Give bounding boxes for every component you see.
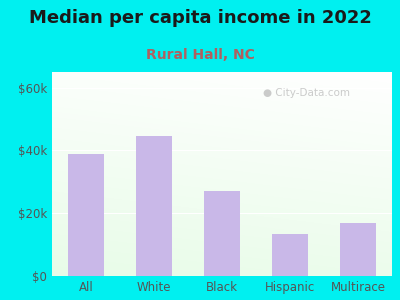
Bar [272, 234, 308, 276]
Bar [204, 191, 240, 276]
Text: Rural Hall, NC: Rural Hall, NC [146, 48, 254, 62]
Bar [340, 223, 376, 276]
Text: ● City-Data.com: ● City-Data.com [263, 88, 350, 98]
Text: Median per capita income in 2022: Median per capita income in 2022 [28, 9, 372, 27]
Bar [68, 154, 104, 276]
Bar [136, 136, 172, 276]
